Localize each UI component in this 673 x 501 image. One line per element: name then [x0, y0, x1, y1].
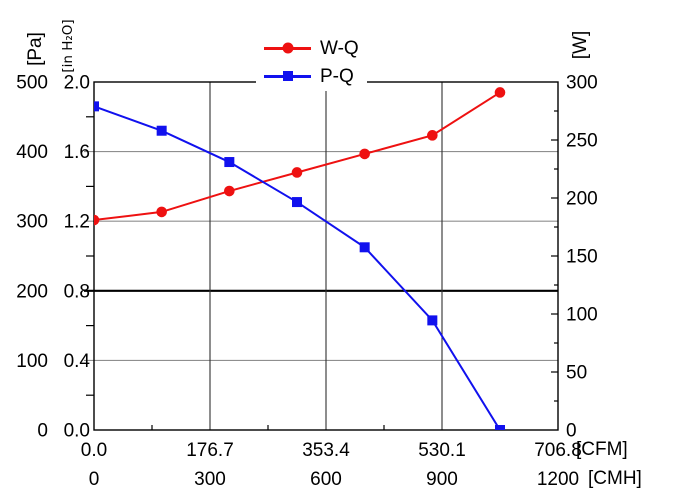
y-left-inh2o-tick-label: 0.8: [64, 281, 90, 302]
y-right-w-tick-label: 50: [566, 363, 587, 384]
inh2o-axis-unit-label: [in H₂O]: [60, 19, 76, 73]
wq-line-sample: [264, 42, 311, 54]
pq-square-marker-icon: [282, 71, 293, 81]
x-cfm-tick-label: 706.8: [534, 440, 582, 461]
x-cmh-tick-label: 0: [89, 469, 100, 490]
wq-data-point-marker: [156, 206, 167, 218]
y-left-pa-tick-label: 400: [16, 142, 48, 163]
x-cfm-tick-label: 0.0: [81, 440, 107, 461]
legend-item-pq: P-Q: [264, 63, 359, 89]
pq-data-point-marker: [94, 101, 99, 112]
y-left-inh2o-tick-label: 0.4: [64, 351, 91, 372]
wq-circle-marker-icon: [282, 42, 293, 54]
y-right-w-tick-label: 200: [566, 189, 598, 210]
x-cfm-tick-label: 530.1: [418, 440, 466, 461]
y-right-w-tick-label: 250: [566, 131, 598, 152]
y-left-inh2o-tick-label: 0.0: [64, 421, 90, 442]
legend-label-wq: W-Q: [320, 37, 359, 59]
y-left-pa-tick-label: 200: [16, 281, 48, 302]
x-cmh-tick-label: 600: [310, 469, 342, 490]
wq-data-point-marker: [494, 87, 506, 98]
pq-data-point-marker: [224, 157, 235, 168]
legend-item-wq: W-Q: [264, 35, 359, 61]
y-left-pa-tick-label: 500: [16, 73, 48, 94]
pq-data-point-marker: [156, 125, 167, 136]
wq-data-point-marker: [291, 167, 303, 178]
wq-data-point-marker: [94, 214, 100, 226]
wq-data-point-marker: [224, 185, 235, 197]
cfm-axis-unit-label: [CFM]: [576, 439, 628, 460]
y-right-w-tick-label: 300: [566, 73, 598, 94]
y-right-w-tick-label: 0: [566, 421, 577, 442]
y-left-pa-tick-label: 0: [37, 421, 48, 442]
x-cfm-tick-label: 353.4: [302, 440, 350, 461]
y-right-w-tick-label: 100: [566, 305, 598, 326]
pq-data-point-marker: [292, 197, 302, 208]
pq-series-line: [94, 105, 501, 430]
x-cmh-tick-label: 300: [194, 469, 226, 490]
y-left-inh2o-tick-label: 1.6: [64, 142, 90, 163]
wq-data-point-marker: [359, 148, 370, 160]
pq-line-sample: [264, 71, 311, 81]
legend: W-Q P-Q: [256, 33, 367, 91]
pq-data-point-marker: [427, 315, 438, 326]
y-left-pa-tick-label: 100: [16, 351, 48, 372]
pq-data-point-marker: [495, 425, 505, 430]
y-left-pa-tick-label: 300: [16, 212, 48, 233]
series-group: [94, 87, 506, 430]
wq-data-point-marker: [427, 130, 438, 141]
y-right-w-tick-label: 150: [566, 247, 598, 268]
x-cmh-tick-label: 1200: [537, 469, 579, 490]
pa-axis-unit-label: [Pa]: [25, 32, 46, 66]
x-cmh-tick-label: 900: [426, 469, 458, 490]
y-left-inh2o-tick-label: 1.2: [64, 212, 90, 233]
cmh-axis-unit-label: [CMH]: [588, 468, 642, 489]
w-axis-unit-label: [W]: [570, 30, 591, 60]
y-left-inh2o-tick-label: 2.0: [64, 73, 90, 94]
pq-data-point-marker: [359, 242, 370, 253]
legend-label-pq: P-Q: [320, 65, 354, 87]
x-cfm-tick-label: 176.7: [186, 440, 234, 461]
